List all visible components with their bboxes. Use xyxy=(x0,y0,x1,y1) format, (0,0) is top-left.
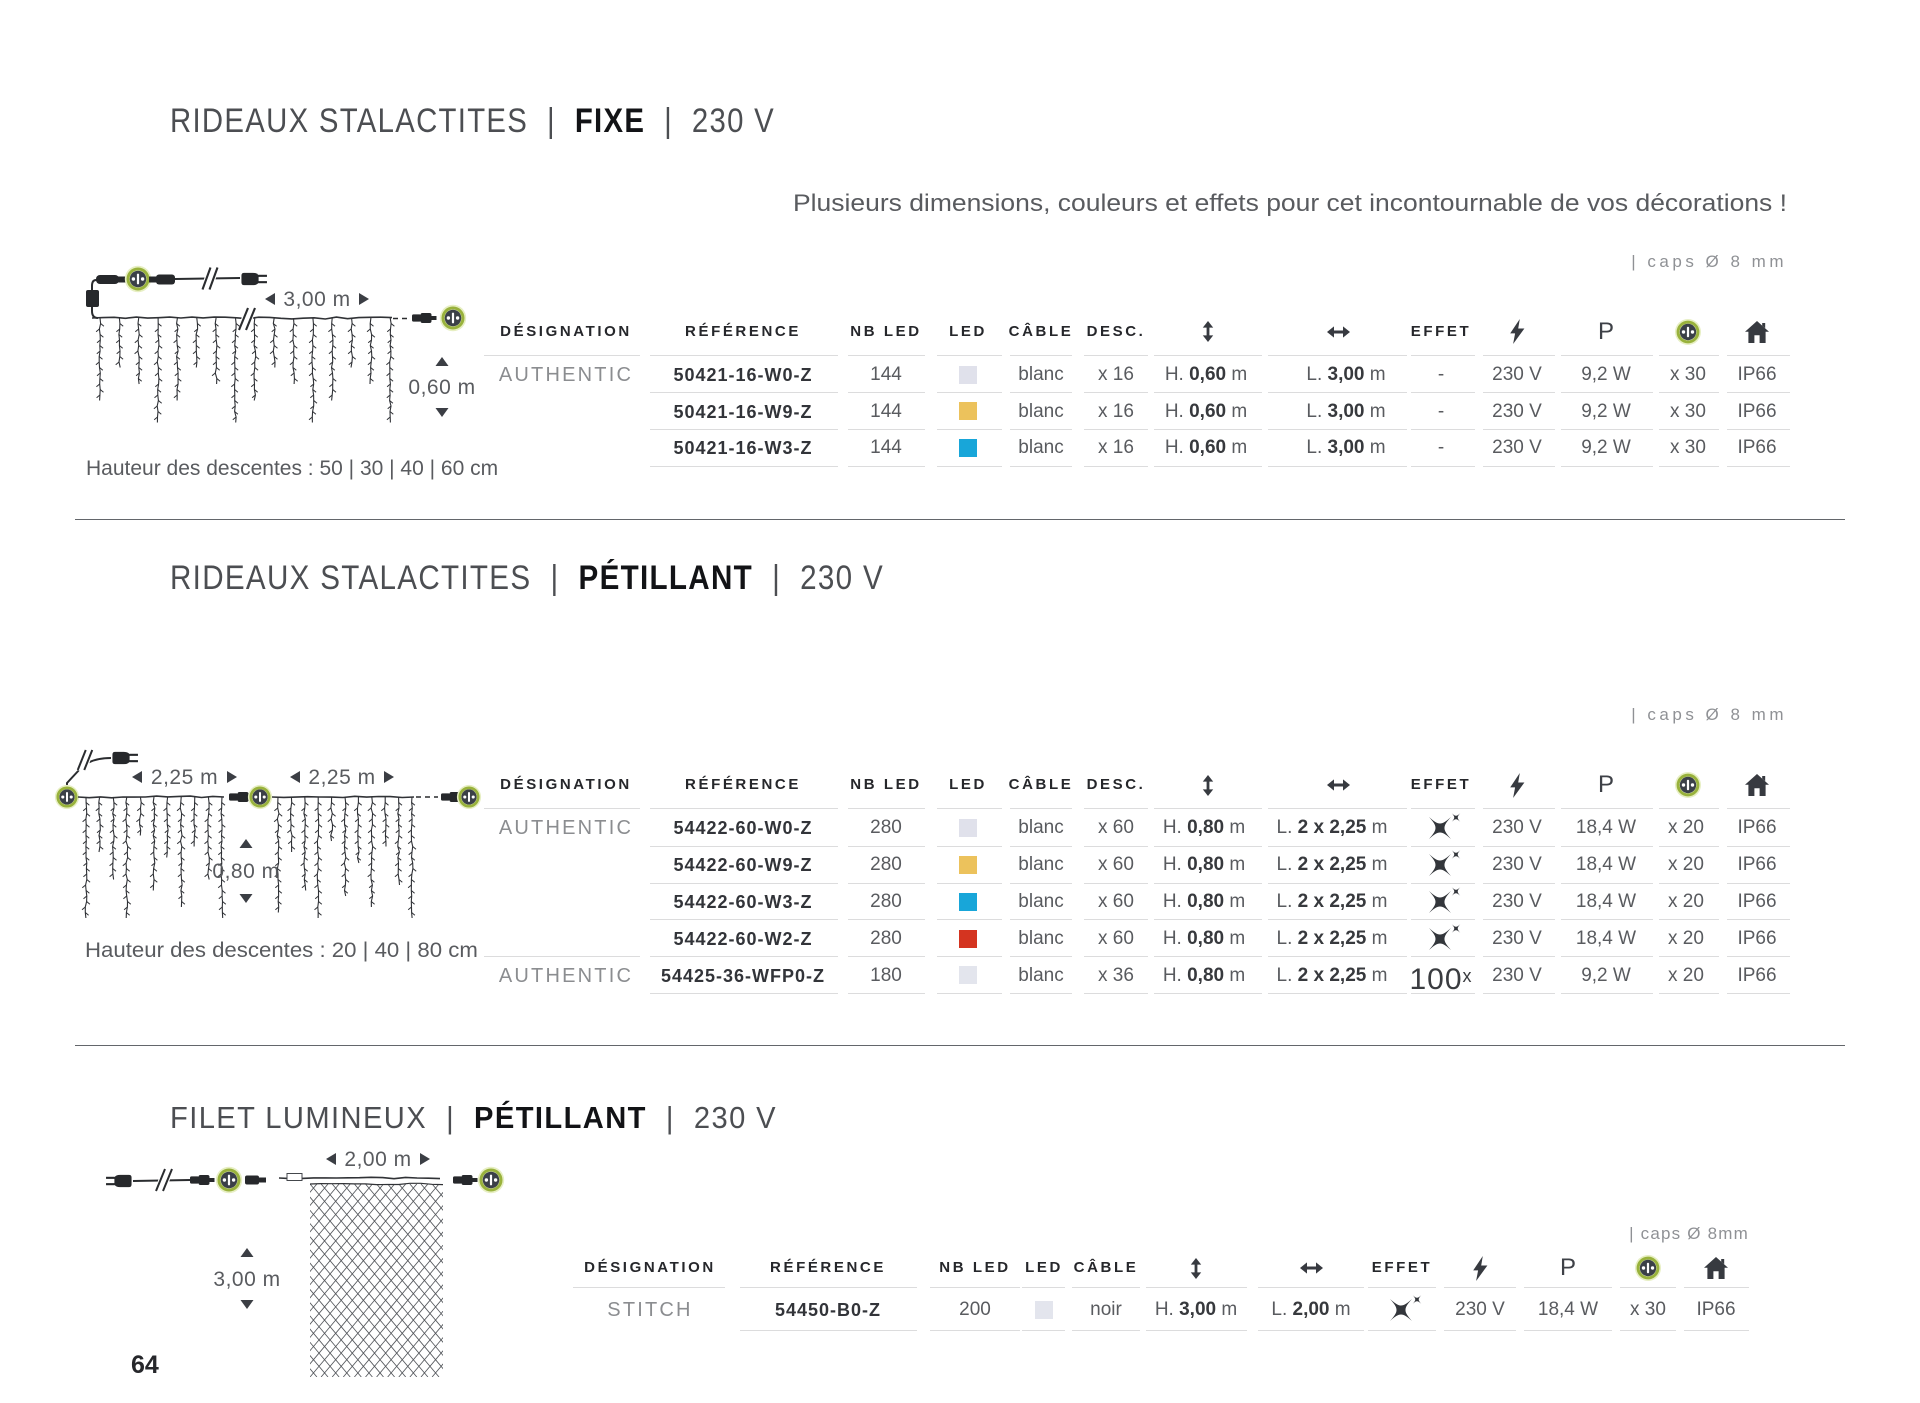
svg-text:0,80 m: 0,80 m xyxy=(212,860,279,883)
svg-text:3,00 m: 3,00 m xyxy=(213,1268,280,1291)
svg-text:0,60 m: 0,60 m xyxy=(408,376,475,399)
svg-text:2,25 m: 2,25 m xyxy=(151,766,218,789)
svg-text:3,00 m: 3,00 m xyxy=(283,288,350,311)
svg-text:2,00 m: 2,00 m xyxy=(344,1148,411,1171)
svg-text:2,25 m: 2,25 m xyxy=(308,766,375,789)
